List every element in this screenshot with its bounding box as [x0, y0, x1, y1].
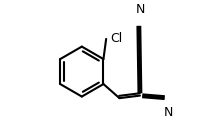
Text: Cl: Cl — [110, 32, 122, 45]
Text: N: N — [136, 3, 145, 16]
Text: N: N — [164, 105, 173, 119]
